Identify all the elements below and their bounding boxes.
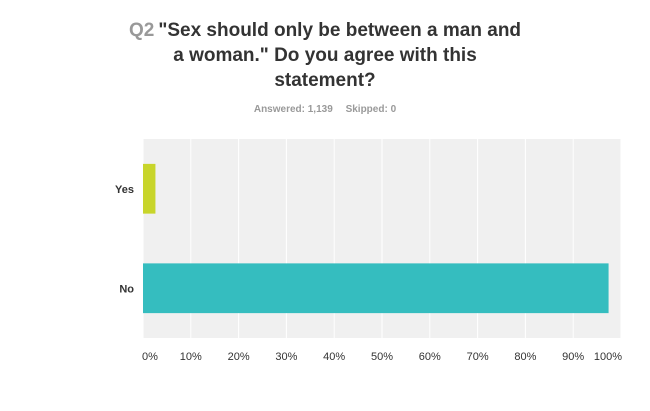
x-tick-label: 60% [419, 351, 441, 363]
x-tick-label: 80% [514, 351, 536, 363]
x-tick-label: 100% [594, 351, 622, 363]
question-number: Q2 [128, 20, 155, 41]
category-label: Yes [115, 184, 134, 196]
x-tick-label: 70% [467, 351, 489, 363]
skipped-count: Skipped: 0 [345, 104, 397, 115]
chart-title: Q2 "Sex should only be between a man and … [110, 18, 540, 93]
x-tick-label: 30% [275, 351, 297, 363]
bar-yes [143, 163, 156, 214]
x-tick-label: 0% [142, 351, 158, 363]
title-line-3: statement? [274, 70, 376, 91]
answered-count: Answered: 1,139 [253, 104, 333, 115]
x-tick-label: 20% [228, 351, 250, 363]
x-tick-label: 10% [180, 351, 202, 363]
x-tick-label: 50% [371, 351, 393, 363]
category-label: No [119, 283, 134, 295]
question-text-1: "Sex should only be between a man and [158, 20, 522, 41]
x-tick-label: 90% [562, 351, 584, 363]
title-line-2: a woman." Do you agree with this [173, 45, 477, 66]
x-tick-label: 40% [323, 351, 345, 363]
response-stats: Answered: 1,139 Skipped: 0 [0, 104, 650, 115]
title-line-1: Q2 "Sex should only be between a man and [110, 18, 540, 43]
bar-no [143, 263, 609, 314]
